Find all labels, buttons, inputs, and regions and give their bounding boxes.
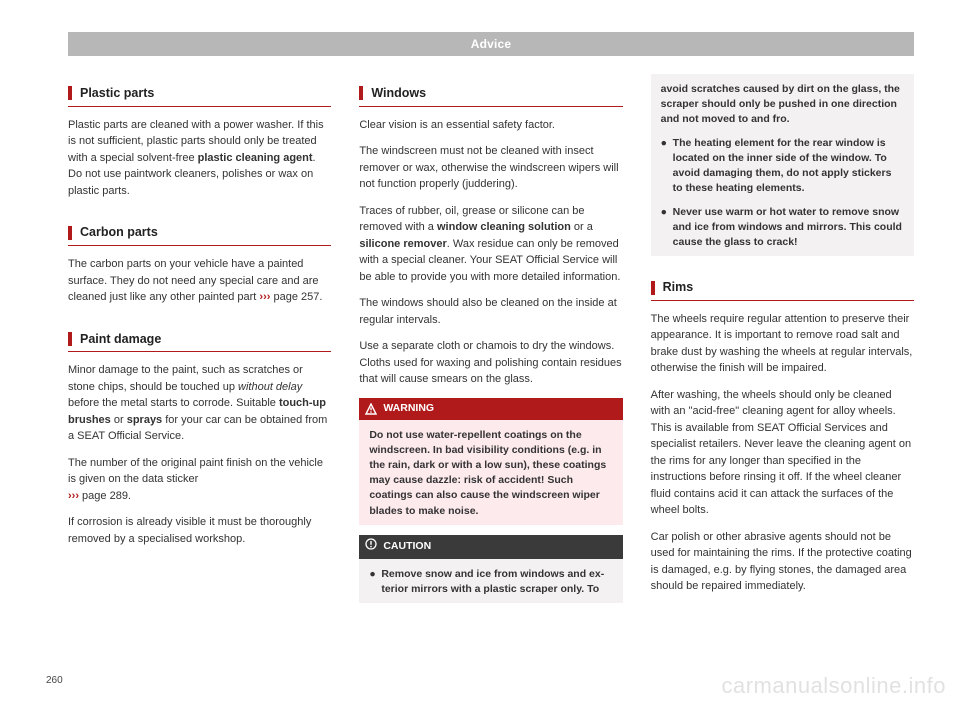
plastic-parts-text: Plastic parts are cleaned with a power w… [68,117,331,200]
heading-title: Windows [371,84,426,103]
heading-rims: Rims [651,278,914,301]
warning-label-text: WARNING [383,401,434,417]
rims-p2: After washing, the wheels should only be… [651,387,914,519]
heading-accent [68,332,72,346]
heading-carbon-parts: Carbon parts [68,223,331,246]
watermark: carmanualsonline.info [721,669,946,702]
carbon-parts-text: The carbon parts on your vehicle have a … [68,256,331,306]
heading-accent [68,226,72,240]
content-columns: Plastic parts Plastic parts are cleaned … [68,74,914,613]
heading-title: Plastic parts [80,84,154,103]
heading-accent [68,86,72,100]
caution-circle-icon [365,538,377,556]
windows-p2: The windscreen must not be cleaned with … [359,143,622,193]
heading-paint-damage: Paint damage [68,330,331,353]
rims-p3: Car polish or other abrasive agents shou… [651,529,914,595]
caution-label-text: CAUTION [383,539,431,555]
paint-damage-p2: The number of the original paint finish … [68,455,331,505]
column-3: avoid scratches caused by dirt on the gl… [651,74,914,613]
paint-damage-p3: If corrosion is already visible it must … [68,514,331,547]
caution-body: ● Remove snow and ice from windows and e… [359,559,622,603]
heading-accent [359,86,363,100]
column-1: Plastic parts Plastic parts are cleaned … [68,74,331,613]
heading-title: Paint damage [80,330,161,349]
page-ref-icon: ››› [68,490,79,502]
windows-p4: The windows should also be cleaned on th… [359,295,622,328]
warning-body: Do not use water-repellent coatings on t… [359,420,622,525]
page-number: 260 [46,673,63,688]
warning-triangle-icon [365,403,377,415]
bullet-icon: ● [661,136,673,197]
caution-bullet-1: ● Remove snow and ice from windows and e… [369,567,612,597]
caution-body-continued: avoid scratches caused by dirt on the gl… [651,74,914,256]
heading-accent [651,281,655,295]
heading-title: Rims [663,278,694,297]
caution-continued-line: avoid scratches caused by dirt on the gl… [661,82,904,128]
windows-p3: Traces of rubber, oil, grease or silicon… [359,203,622,286]
manual-page: Advice Plastic parts Plastic parts are c… [0,0,960,708]
bullet-icon: ● [661,205,673,251]
heading-title: Carbon parts [80,223,158,242]
caution-bullet-2: ● The heating element for the rear windo… [661,136,904,197]
paint-damage-p1: Minor damage to the paint, such as scrat… [68,362,331,445]
page-header-title: Advice [471,37,512,51]
windows-p5: Use a separate cloth or chamois to dry t… [359,338,622,388]
caution-bullet-3: ● Never use warm or hot water to remove … [661,205,904,251]
heading-plastic-parts: Plastic parts [68,84,331,107]
page-ref-icon: ››› [259,291,270,303]
page-header: Advice [68,32,914,56]
heading-windows: Windows [359,84,622,107]
bullet-icon: ● [369,567,381,597]
windows-p1: Clear vision is an essential safety fact… [359,117,622,134]
rims-p1: The wheels require regular attention to … [651,311,914,377]
column-2: Windows Clear vision is an essential saf… [359,74,622,613]
warning-header: WARNING [359,398,622,420]
caution-header: CAUTION [359,535,622,559]
